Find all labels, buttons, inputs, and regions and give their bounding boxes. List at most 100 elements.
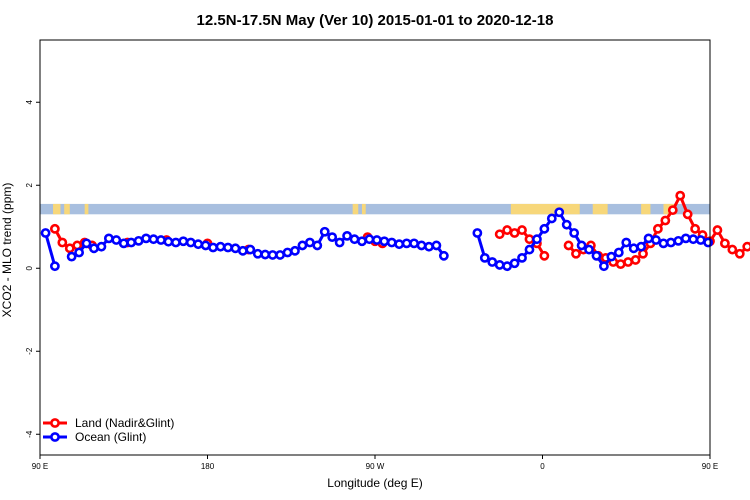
data-point: [615, 259, 626, 269]
data-point: [734, 248, 745, 259]
data-point: [260, 249, 271, 260]
y-axis-label: XCO2 - MLO trend (ppm): [0, 183, 14, 318]
data-point: [584, 244, 594, 255]
data-point: [163, 236, 174, 247]
data-point: [651, 235, 661, 245]
data-point: [675, 190, 686, 201]
data-point: [386, 237, 397, 248]
x-tick-label: 180: [201, 462, 215, 471]
x-tick-label: 90 E: [702, 462, 718, 471]
data-point: [623, 257, 634, 267]
data-point: [682, 209, 693, 220]
data-point: [290, 245, 300, 256]
data-point: [357, 236, 367, 247]
y-tick-label: -4: [25, 430, 34, 438]
data-point: [628, 243, 639, 254]
data-point: [416, 240, 427, 251]
data-point: [200, 240, 211, 251]
data-point: [719, 238, 730, 249]
data-point: [524, 234, 535, 245]
data-point: [502, 261, 513, 272]
data-point: [66, 251, 77, 262]
data-point: [364, 234, 375, 245]
map-land-patch: [361, 203, 366, 215]
data-point: [148, 234, 159, 245]
data-point: [546, 213, 557, 224]
data-point: [267, 250, 278, 260]
data-point: [89, 243, 99, 254]
data-point: [472, 228, 483, 238]
data-point: [509, 258, 520, 269]
data-point: [652, 223, 663, 234]
data-point: [111, 235, 122, 245]
data-point: [539, 250, 550, 261]
data-point: [532, 234, 542, 245]
data-point: [561, 219, 572, 230]
y-tick-label: 2: [25, 182, 34, 187]
data-point: [563, 240, 574, 251]
map-land-patch: [64, 203, 70, 215]
data-point: [81, 238, 92, 249]
data-point: [569, 228, 580, 238]
data-point: [606, 251, 617, 262]
x-axis-label: Longitude (deg E): [327, 476, 422, 490]
data-point: [509, 228, 520, 238]
map-land-patch: [510, 203, 543, 215]
legend-swatch-marker: [50, 418, 60, 428]
x-tick-label: 90 W: [366, 462, 385, 471]
data-point: [630, 255, 641, 265]
data-point: [690, 223, 701, 234]
data-point: [424, 241, 434, 252]
y-tick-label: 0: [25, 265, 34, 270]
data-point: [133, 235, 144, 246]
data-point: [409, 238, 419, 249]
series-land: [49, 190, 750, 269]
data-point: [394, 239, 405, 250]
chart-title: 12.5N-17.5N May (Ver 10) 2015-01-01 to 2…: [197, 12, 554, 29]
data-point: [230, 243, 241, 254]
data-point: [599, 261, 609, 272]
data-point: [673, 235, 684, 246]
data-point: [517, 225, 527, 235]
y-axis: -4 -2 0 2 4: [25, 99, 40, 438]
data-point: [282, 247, 293, 258]
legend: Land (Nadir&Glint)Ocean (Glint): [43, 416, 174, 444]
data-point: [591, 250, 602, 261]
data-point: [223, 242, 233, 253]
data-point: [703, 237, 714, 248]
data-point: [494, 260, 505, 270]
data-point: [208, 242, 218, 253]
data-point: [126, 237, 137, 248]
data-point: [576, 240, 587, 251]
data-point: [118, 238, 129, 249]
series-line-segment: [44, 232, 57, 267]
data-point: [312, 240, 323, 251]
map-land-patch: [641, 203, 651, 215]
data-point: [502, 225, 513, 235]
data-point: [237, 245, 248, 256]
data-point: [334, 237, 345, 248]
data-point: [342, 230, 352, 241]
data-point: [524, 244, 535, 255]
data-point: [64, 243, 75, 254]
data-point: [727, 244, 738, 255]
data-point: [660, 215, 671, 226]
data-point: [680, 233, 691, 244]
data-point: [658, 238, 669, 249]
data-point: [666, 237, 676, 248]
data-point: [517, 252, 527, 263]
data-point: [215, 241, 226, 252]
data-point: [712, 225, 723, 235]
legend-label: Ocean (Glint): [75, 430, 146, 444]
data-point: [349, 234, 360, 245]
data-point: [103, 233, 114, 244]
data-point: [695, 235, 706, 245]
x-axis: 90 E 180 90 W 0 90 E: [32, 455, 718, 471]
data-point: [170, 237, 181, 248]
data-point: [371, 235, 382, 245]
data-point: [319, 226, 330, 237]
map-land-patch: [352, 203, 359, 215]
map-land-patch: [53, 203, 61, 215]
data-point: [438, 250, 449, 261]
